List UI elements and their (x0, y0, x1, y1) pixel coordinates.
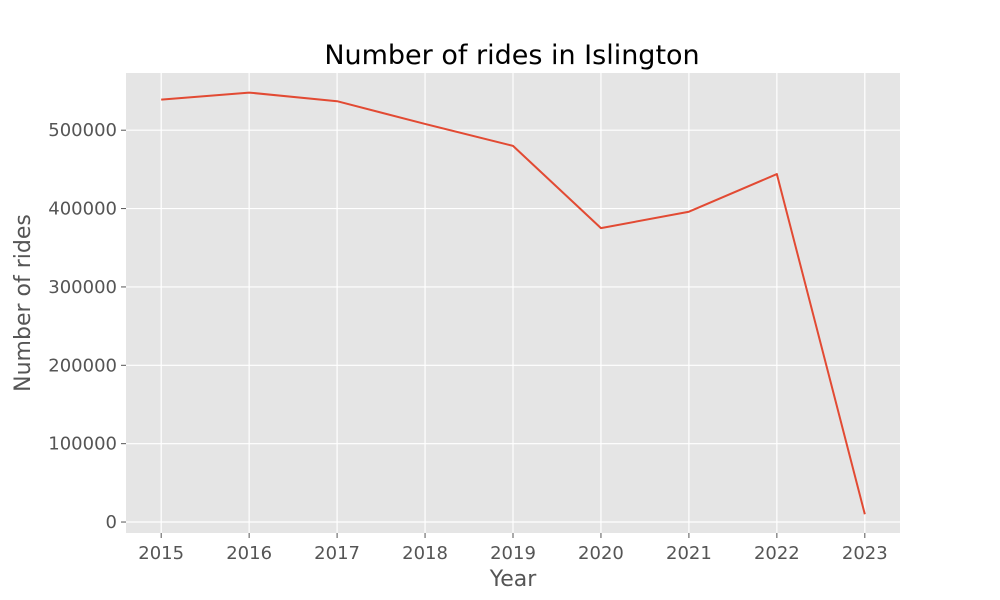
grid-lines (126, 73, 900, 533)
x-tick-label: 2017 (314, 543, 360, 564)
y-tick-label: 300000 (48, 277, 117, 298)
x-tick-label: 2020 (578, 543, 624, 564)
x-tick-label: 2016 (226, 543, 272, 564)
y-tick-label: 200000 (48, 355, 117, 376)
series-line (161, 91, 866, 515)
y-axis-label: Number of rides (11, 214, 36, 392)
chart-title: Number of rides in Islington (324, 40, 699, 71)
x-tick-label: 2018 (402, 543, 448, 564)
x-axis-label: Year (489, 567, 538, 592)
x-tick-label: 2023 (842, 543, 888, 564)
x-tick-label: 2015 (138, 543, 184, 564)
y-tick-label: 100000 (48, 434, 117, 455)
x-tick-label: 2019 (490, 543, 536, 564)
y-tick-label: 500000 (48, 120, 117, 141)
series-group (161, 91, 866, 515)
y-tick-label: 0 (106, 512, 117, 533)
x-tick-label: 2022 (754, 543, 800, 564)
y-tick-label: 400000 (48, 199, 117, 220)
x-axis-ticks: 2015 2016 2017 2018 2019 2020 2021 2022 2023 (138, 533, 888, 564)
x-tick-label: 2021 (666, 543, 712, 564)
y-axis-ticks: 0 100000 200000 300000 400000 500000 (48, 120, 126, 533)
